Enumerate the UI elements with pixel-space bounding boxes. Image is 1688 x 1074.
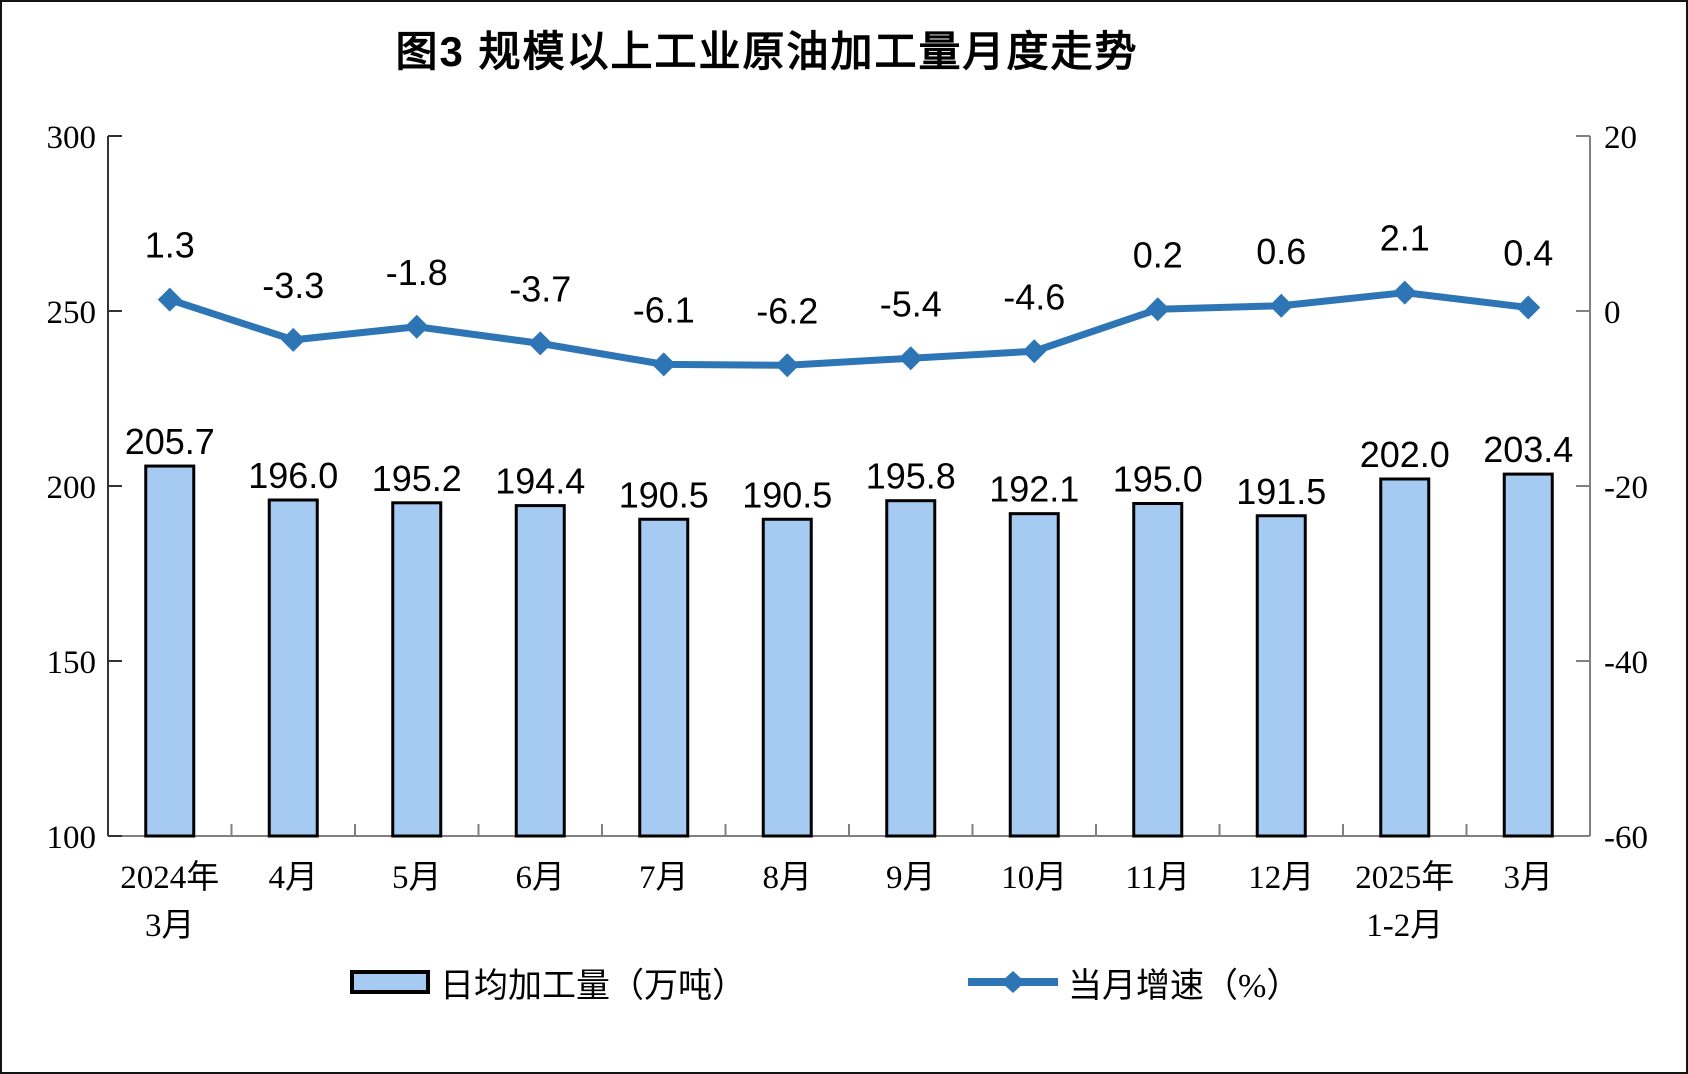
line-value-label: -4.6 xyxy=(1003,276,1065,317)
line-value-label: 0.2 xyxy=(1133,234,1183,275)
bar-value-label: 202.0 xyxy=(1360,434,1450,475)
bar xyxy=(885,499,937,838)
line-marker xyxy=(528,331,553,356)
x-axis-category-label: 4月 xyxy=(269,860,319,896)
legend-label-line: 当月增速（%） xyxy=(1068,967,1301,1005)
line-value-label: 0.6 xyxy=(1256,231,1306,272)
right-axis-tick-label: -40 xyxy=(1604,645,1648,681)
line-value-label: -1.8 xyxy=(386,252,448,293)
bar xyxy=(1008,512,1060,838)
x-axis-category-label: 11月 xyxy=(1125,860,1190,896)
line-marker xyxy=(898,346,923,371)
line-marker xyxy=(1516,295,1541,320)
legend-label-bar: 日均加工量（万吨） xyxy=(440,967,746,1005)
x-axis-category-label: 3月 xyxy=(145,908,195,944)
line-value-label: -6.1 xyxy=(633,289,695,330)
legend-item-bar: 日均加工量（万吨） xyxy=(350,961,746,1005)
bar-value-label: 195.2 xyxy=(372,458,462,499)
bar-value-label: 205.7 xyxy=(125,421,215,462)
bar xyxy=(391,501,443,838)
line-value-label: 1.3 xyxy=(145,225,195,266)
bar-value-label: 194.4 xyxy=(495,461,585,502)
x-axis-category-label: 2025年 xyxy=(1355,859,1454,896)
x-axis-category-label: 9月 xyxy=(886,860,936,896)
x-axis-category-label: 6月 xyxy=(516,860,566,896)
bar-value-label: 195.8 xyxy=(866,456,956,497)
bar-value-label: 203.4 xyxy=(1483,429,1573,470)
bar xyxy=(1502,472,1554,838)
line-value-label: -5.4 xyxy=(880,283,942,324)
x-axis-category-label: 7月 xyxy=(639,860,689,896)
growth-line xyxy=(166,289,1532,369)
line-marker xyxy=(1269,293,1294,318)
bar-value-label: 190.5 xyxy=(742,474,832,515)
bar-value-label: 196.0 xyxy=(248,455,338,496)
line-marker xyxy=(157,287,182,312)
bar-value-label: 192.1 xyxy=(989,469,1079,510)
chart-title: 图3 规模以上工业原油加工量月度走势 xyxy=(395,28,1139,75)
x-axis-category-label: 1-2月 xyxy=(1366,908,1443,944)
bar xyxy=(761,517,813,838)
line-value-label: -3.7 xyxy=(509,268,571,309)
x-axis-category-label: 5月 xyxy=(392,860,442,896)
bar xyxy=(638,517,690,838)
line-marker xyxy=(404,314,429,339)
left-axis-tick-label: 250 xyxy=(47,295,97,331)
x-axis-category-label: 2024年 xyxy=(120,859,219,896)
line-marker xyxy=(1022,339,1047,364)
x-axis-category-label: 10月 xyxy=(1001,860,1067,896)
line-value-label: 0.4 xyxy=(1503,233,1553,274)
left-axis-tick-label: 150 xyxy=(47,645,97,681)
right-axis-tick-label: 0 xyxy=(1604,295,1621,331)
line-marker xyxy=(651,352,676,377)
bar-value-label: 195.0 xyxy=(1113,459,1203,500)
right-axis-tick-label: -60 xyxy=(1604,820,1648,856)
bar xyxy=(144,464,196,838)
left-axis-tick-label: 200 xyxy=(47,470,97,506)
line-marker xyxy=(1145,297,1170,322)
bar xyxy=(514,504,566,838)
x-axis-category-label: 12月 xyxy=(1248,860,1314,896)
bar-value-label: 191.5 xyxy=(1236,471,1326,512)
line-value-label: -6.2 xyxy=(756,290,818,331)
bar-series-swatch xyxy=(350,970,430,994)
line-series-swatch xyxy=(968,971,1058,993)
line-marker xyxy=(1392,280,1417,305)
x-axis-category-label: 3月 xyxy=(1504,860,1554,896)
line-value-label: 2.1 xyxy=(1380,218,1430,259)
bar xyxy=(1255,514,1307,838)
bar xyxy=(267,498,319,838)
right-axis-tick-label: -20 xyxy=(1604,470,1648,506)
bar-value-label: 190.5 xyxy=(619,474,709,515)
left-axis-tick-label: 300 xyxy=(47,120,97,156)
line-marker xyxy=(281,327,306,352)
legend-item-line: 当月增速（%） xyxy=(968,961,1300,1005)
bar xyxy=(1379,477,1431,838)
bar xyxy=(1132,502,1184,838)
line-marker xyxy=(775,353,800,378)
line-value-label: -3.3 xyxy=(262,265,324,306)
right-axis-tick-label: 20 xyxy=(1604,120,1637,156)
x-axis-category-label: 8月 xyxy=(763,860,813,896)
left-axis-tick-label: 100 xyxy=(47,820,97,856)
